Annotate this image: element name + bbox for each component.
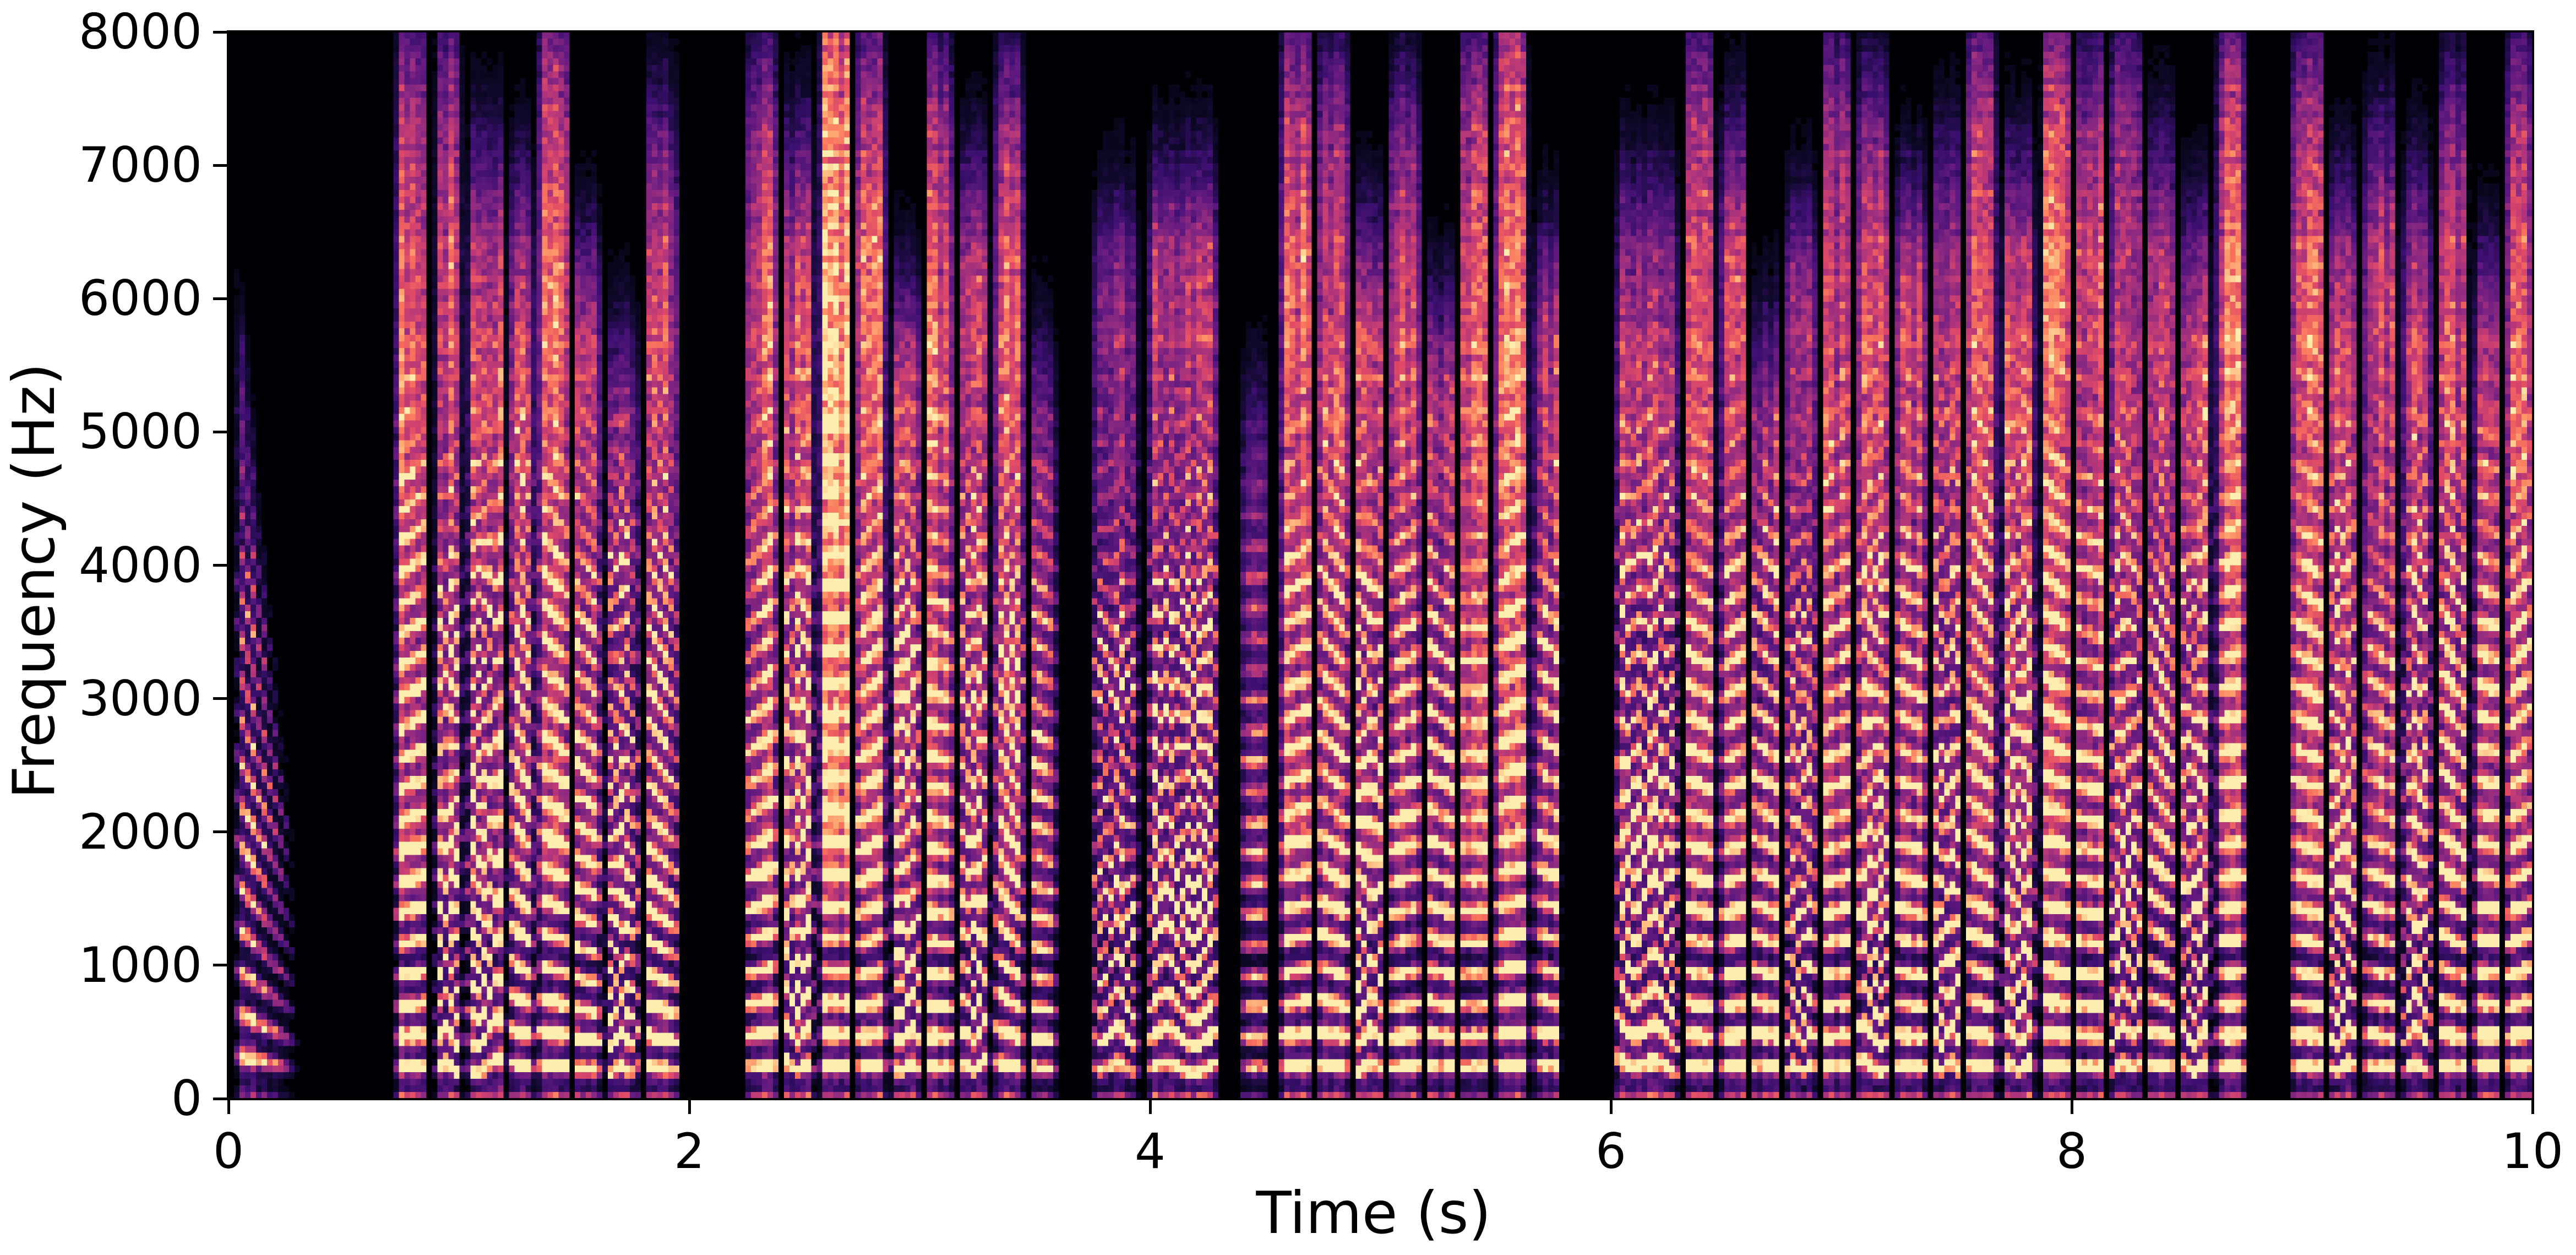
x-tick-2 — [688, 1099, 691, 1114]
y-tick-label-8000: 8000 — [79, 3, 202, 60]
y-tick-6000 — [213, 297, 228, 300]
y-tick-5000 — [213, 430, 228, 433]
y-tick-3000 — [213, 697, 228, 700]
y-tick-0 — [213, 1097, 228, 1100]
y-tick-8000 — [213, 30, 228, 34]
y-tick-1000 — [213, 964, 228, 967]
x-tick-label-4: 4 — [1135, 1123, 1166, 1180]
x-tick-8 — [2070, 1099, 2073, 1114]
y-tick-label-3000: 3000 — [79, 670, 202, 727]
x-tick-label-6: 6 — [1595, 1123, 1626, 1180]
x-tick-6 — [1609, 1099, 1613, 1114]
y-axis-title: Frequency (Hz) — [1, 363, 68, 799]
y-tick-label-1000: 1000 — [79, 936, 202, 993]
y-tick-7000 — [213, 164, 228, 167]
spectrogram-heatmap — [228, 32, 2533, 1099]
y-tick-label-5000: 5000 — [79, 403, 202, 460]
x-tick-label-8: 8 — [2056, 1123, 2087, 1180]
x-axis-title: Time (s) — [1256, 1180, 1491, 1247]
y-tick-label-4000: 4000 — [79, 536, 202, 594]
x-tick-0 — [227, 1099, 230, 1114]
y-tick-label-0: 0 — [171, 1070, 202, 1127]
x-tick-label-2: 2 — [674, 1123, 705, 1180]
y-tick-label-6000: 6000 — [79, 270, 202, 327]
x-tick-10 — [2531, 1099, 2534, 1114]
y-tick-label-7000: 7000 — [79, 137, 202, 194]
y-tick-2000 — [213, 830, 228, 834]
x-tick-label-0: 0 — [213, 1123, 244, 1180]
y-tick-label-2000: 2000 — [79, 803, 202, 860]
x-tick-label-10: 10 — [2502, 1123, 2563, 1180]
x-tick-4 — [1148, 1099, 1152, 1114]
y-tick-4000 — [213, 564, 228, 567]
